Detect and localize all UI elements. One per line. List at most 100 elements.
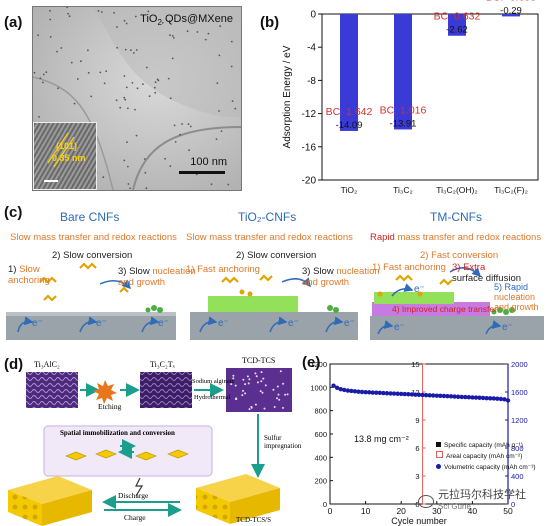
data-point <box>420 392 425 398</box>
tio2-qd-dot <box>119 106 122 109</box>
bar-2 <box>448 14 466 36</box>
tio2-qd-dot <box>230 65 233 68</box>
tio2-qd-dot <box>173 124 176 127</box>
tio2-qd-dot <box>113 11 115 14</box>
tio2-qd-dot <box>145 187 148 190</box>
panel-c-label: (c) <box>4 204 23 221</box>
data-point <box>370 390 375 395</box>
nucleation-dots <box>145 305 515 315</box>
tio2-qd-dot <box>49 18 52 21</box>
y-left-tick-label: 200 <box>314 477 327 486</box>
tcd-dot <box>248 378 251 381</box>
tio2-qd-dot <box>169 34 171 37</box>
tcd-dot <box>261 391 264 394</box>
y-right-tick-label: 1200 <box>511 416 528 425</box>
tcd-dot <box>279 370 282 373</box>
data-point <box>388 391 393 396</box>
tio2-qd-dot <box>218 54 221 57</box>
col2-electron-3: e⁻ <box>344 318 355 329</box>
tio2-qd-dot <box>186 30 189 32</box>
scale-bar <box>179 171 225 174</box>
tcd-dot <box>282 406 284 409</box>
tio2-qd-dot <box>227 183 230 186</box>
data-point <box>384 391 390 396</box>
tio2-qd-dot <box>87 71 90 74</box>
tio2-qd-dot <box>215 138 218 141</box>
tio2-qd-dot <box>181 123 184 125</box>
tcd-dot <box>256 381 259 384</box>
polysulfide-chains <box>39 262 453 302</box>
tio2-qd-dot <box>123 96 126 99</box>
tcd-dot <box>241 394 244 397</box>
col3-electron-3: e⁻ <box>502 322 513 333</box>
tio2-qd-dot <box>135 134 138 137</box>
bar-value-label: -0.29 <box>500 5 522 16</box>
chart-legend: Specific capacity (mAh g⁻¹) Areal capaci… <box>436 440 536 473</box>
col2-step1: 1) Fast anchoring <box>186 264 260 275</box>
tio2-qd-dot <box>116 46 119 49</box>
tio2-qd-dot <box>230 40 233 43</box>
panel-b-label: (b) <box>260 14 280 31</box>
tio2-qd-dot <box>37 34 39 37</box>
y-right-tick-label: 400 <box>511 472 524 481</box>
tio2-qd-dot <box>105 70 108 72</box>
data-point <box>423 392 429 398</box>
data-point <box>473 395 479 400</box>
tio2-qd-dot <box>49 36 52 38</box>
tio2-qd-dot <box>132 52 135 54</box>
y-mid-tick-label: 3 <box>415 472 419 481</box>
tcd-dot <box>276 397 278 400</box>
tcd-dot <box>234 384 237 387</box>
x-tick-label: 50 <box>503 506 513 516</box>
panel-e-label: (e) <box>302 354 321 371</box>
tio2-qd-dot <box>123 159 126 162</box>
col3-electron-2: e⁻ <box>394 322 405 333</box>
tio2-qd-dot <box>66 7 69 9</box>
tio2-qd-dot <box>99 71 102 74</box>
data-point <box>495 396 500 401</box>
y-left-tick-label: 600 <box>314 430 327 439</box>
tcd-dot <box>284 393 287 396</box>
tcd-tcs-block <box>226 368 292 412</box>
col2-electron-2: e⁻ <box>288 318 299 329</box>
tio2-qd-dot <box>127 183 130 185</box>
y-mid-tick-label: 6 <box>415 444 419 453</box>
tio2-qd-dot <box>169 165 172 168</box>
tio2-qd-dot <box>171 57 174 60</box>
col3-step4: 4) Improved charge transfer <box>392 304 497 314</box>
x-tick-label: 40 <box>468 506 478 516</box>
tcd-dot <box>232 377 235 380</box>
synthesis-schematic <box>8 368 292 526</box>
lattice-plane: (101) <box>56 141 78 151</box>
data-point <box>352 389 358 394</box>
col1-electron-2: e⁻ <box>96 318 107 329</box>
tcd-dot <box>247 382 250 385</box>
data-point <box>409 392 415 397</box>
tcd-dot <box>263 407 266 410</box>
tio2-qd-dot <box>179 133 182 136</box>
y-mid-tick-label: 9 <box>415 416 419 425</box>
tio2-qd-dot <box>196 31 199 33</box>
y-left-tick-label: 1200 <box>310 360 327 369</box>
y-tick-label: -20 <box>302 176 317 187</box>
panel-c: (c) <box>0 200 548 350</box>
tio2-qd-dot <box>97 10 100 12</box>
tio2-qd-dot <box>210 183 213 186</box>
data-point <box>441 393 447 399</box>
wechat-icon <box>418 494 434 508</box>
data-point <box>338 387 343 392</box>
watermark: 元拉玛尔科技学社 Sci Gurie <box>418 490 526 512</box>
tio2-qd-dot <box>167 77 170 80</box>
data-point <box>484 395 489 401</box>
panel-a-label: (a) <box>4 14 23 31</box>
tio2-qd-dot <box>161 21 164 24</box>
x-tick-label: 0 <box>328 506 333 516</box>
tio2-qd-dot <box>125 22 128 25</box>
data-point <box>502 397 507 402</box>
tcd-dot <box>286 393 289 396</box>
col1-electron-1: e⁻ <box>32 318 43 329</box>
bar-3 <box>502 14 520 17</box>
particle-cluster <box>65 449 189 461</box>
x-tick-label: 20 <box>396 506 406 516</box>
data-point <box>366 390 372 395</box>
